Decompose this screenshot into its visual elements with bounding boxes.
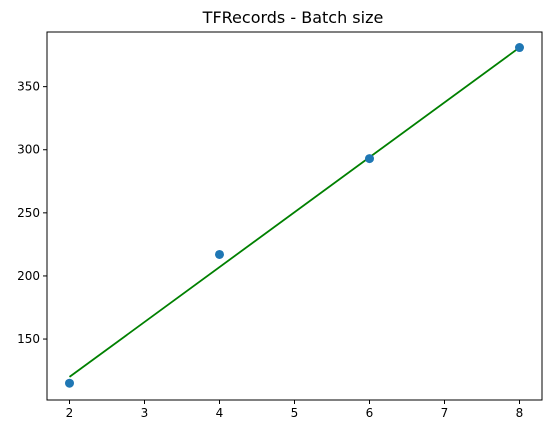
x-tick-label: 6 bbox=[366, 406, 374, 420]
y-tick-label: 300 bbox=[17, 143, 40, 157]
x-tick-label: 7 bbox=[441, 406, 449, 420]
y-tick-label: 350 bbox=[17, 80, 40, 94]
plot-area: 2 3 4 5 6 7 8 150 200 250 300 350 bbox=[17, 31, 543, 420]
fit-line bbox=[68, 46, 521, 378]
y-tick-label: 200 bbox=[17, 269, 40, 283]
x-tick-label: 5 bbox=[291, 406, 299, 420]
y-tick-label: 150 bbox=[17, 332, 40, 346]
x-tick-label: 4 bbox=[216, 406, 224, 420]
x-tick-label: 8 bbox=[516, 406, 524, 420]
x-tick-label: 3 bbox=[141, 406, 149, 420]
chart-title: TFRecords - Batch size bbox=[202, 8, 384, 27]
data-point bbox=[365, 154, 374, 164]
data-point bbox=[65, 378, 74, 388]
y-tick-label: 250 bbox=[17, 206, 40, 220]
x-tick-label: 2 bbox=[66, 406, 74, 420]
data-point bbox=[515, 43, 524, 53]
data-point bbox=[215, 249, 224, 259]
